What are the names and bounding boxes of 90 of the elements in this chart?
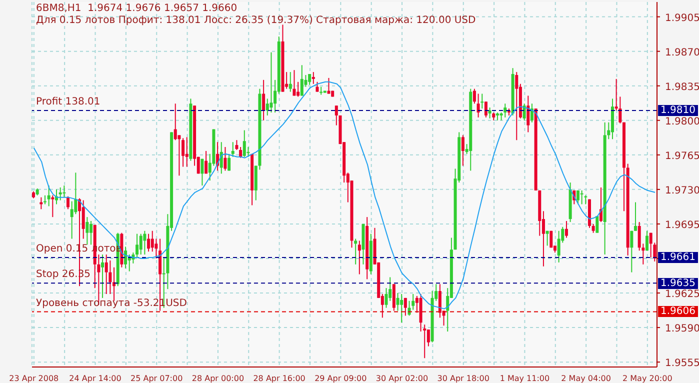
- ref-line-label: Profit 138.01: [36, 96, 100, 108]
- candlestick: [200, 158, 204, 186]
- candlestick: [645, 230, 648, 252]
- candlestick: [182, 138, 185, 168]
- candlestick: [522, 103, 526, 121]
- candlestick: [557, 230, 560, 263]
- candlestick: [104, 254, 108, 294]
- text: 1.9810: [658, 105, 698, 116]
- candlestick: [308, 74, 312, 86]
- candlestick: [224, 146, 227, 172]
- candlestick: [288, 72, 292, 92]
- candlestick: [124, 246, 128, 269]
- candlestick: [82, 200, 85, 240]
- text: 1.9635: [658, 278, 698, 289]
- candlestick: [139, 233, 142, 256]
- candlestick: [312, 72, 315, 84]
- candlestick: [530, 103, 534, 123]
- x-tick-label: 28 Apr 00:00: [192, 374, 244, 383]
- candlestick: [235, 140, 238, 150]
- candlestick: [426, 329, 430, 347]
- candlestick: [66, 196, 70, 210]
- x-tick-label: 28 Apr 16:00: [253, 374, 306, 383]
- candlestick: [546, 230, 549, 246]
- y-tick-label: 1.9625: [665, 289, 699, 300]
- candlestick: [58, 186, 62, 201]
- x-tick-label: 1 May 11:00: [500, 374, 550, 383]
- candlestick: [270, 52, 273, 113]
- candlestick: [101, 254, 104, 298]
- y-tick-label: 1.9800: [665, 116, 699, 128]
- candlestick: [580, 190, 584, 205]
- y-tick-label: 1.9730: [665, 185, 699, 196]
- x-tick-label: 30 Apr 18:00: [437, 374, 490, 383]
- candlestick: [228, 153, 231, 172]
- candlestick: [239, 146, 242, 158]
- chart-title: 6BM8,H1 1.9674 1.9676 1.9657 1.9660: [36, 3, 238, 14]
- candlestick: [515, 72, 518, 141]
- y-tick-label: 1.9870: [665, 47, 699, 58]
- candlestick: [90, 220, 93, 246]
- candlestick: [185, 136, 188, 168]
- candlestick: [147, 233, 150, 252]
- candlestick: [51, 194, 54, 218]
- candlestick: [262, 79, 266, 121]
- candlestick: [596, 216, 599, 234]
- x-tick-label: 29 Apr 09:00: [314, 374, 367, 383]
- x-tick-label: 24 Apr 14:00: [69, 374, 122, 383]
- x-tick-label: 30 Apr 02:00: [376, 374, 428, 383]
- x-tick-label: 2 May 04:00: [561, 374, 611, 383]
- candlestick: [438, 284, 442, 318]
- candlestick: [400, 294, 404, 324]
- candlestick: [564, 220, 568, 238]
- candlestick: [392, 284, 396, 312]
- candlestick: [484, 101, 488, 118]
- x-tick-label: 2 May 20:00: [622, 374, 672, 383]
- candlestick: [480, 93, 484, 110]
- text: 1.9606: [658, 306, 698, 318]
- y-tick-label: 1.9765: [665, 150, 699, 162]
- candlestick: [143, 230, 146, 256]
- candlestick: [472, 88, 476, 104]
- candlestick: [461, 134, 464, 166]
- x-tick-label: 23 Apr 2008: [9, 374, 59, 383]
- candlestick: [576, 190, 580, 205]
- text: 1.9661: [658, 252, 698, 263]
- candlestick: [136, 233, 139, 258]
- candlestick: [47, 184, 50, 207]
- candlestick: [174, 103, 177, 141]
- candlestick: [404, 297, 407, 316]
- candlestick: [354, 238, 358, 265]
- text: Для 0.15 лотов Профит: 138.01 Лосс: 26.35 (19.37%) Стартовая маржа: 120.00 USD: [36, 15, 476, 26]
- y-tick-label: 1.9590: [665, 324, 699, 335]
- candlestick: [649, 232, 652, 258]
- candlestick: [231, 142, 234, 158]
- y-tick-label: 1.9695: [665, 220, 699, 231]
- candlestick: [630, 230, 634, 273]
- candlestick: [292, 70, 296, 96]
- candlestick: [476, 93, 480, 118]
- candlestick: [488, 107, 492, 119]
- candlestick: [204, 150, 208, 174]
- y-tick-label: 1.9905: [665, 12, 699, 24]
- x-tick-label: 25 Apr 07:00: [130, 374, 183, 383]
- candlestick: [634, 202, 637, 232]
- candlestick: [526, 95, 530, 133]
- candlestick: [504, 103, 507, 118]
- candlestick: [86, 216, 89, 246]
- candlestick: [316, 81, 319, 92]
- y-tick-label: 1.9555: [665, 358, 699, 370]
- candlestick: [358, 240, 361, 275]
- y-tick-label: 1.9835: [665, 82, 699, 93]
- candlestick: [242, 130, 246, 158]
- candlestick: [62, 184, 66, 198]
- candlestick: [300, 64, 304, 96]
